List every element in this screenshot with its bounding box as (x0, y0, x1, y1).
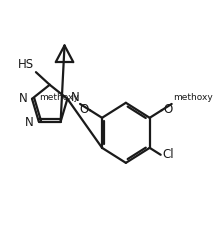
Text: HS: HS (18, 58, 34, 71)
Text: N: N (25, 116, 34, 128)
Text: N: N (19, 92, 27, 105)
Text: O: O (79, 103, 88, 116)
Text: Cl: Cl (162, 148, 174, 161)
Text: methoxy: methoxy (39, 93, 79, 102)
Text: methoxy: methoxy (173, 93, 213, 102)
Text: N: N (70, 91, 79, 104)
Text: O: O (163, 103, 172, 116)
